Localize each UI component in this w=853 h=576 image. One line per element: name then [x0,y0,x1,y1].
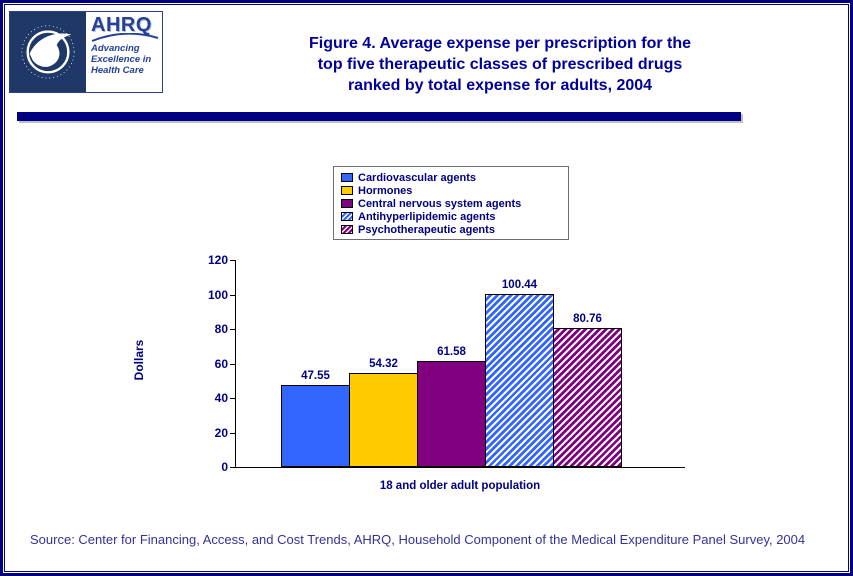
y-axis-title: Dollars [132,339,146,381]
bar-group-central-nervous-system-agents: 61.58 [417,346,486,467]
y-tick-mark [230,432,236,434]
y-tick-label-40: 40 [214,391,228,405]
y-tick-mark [230,260,236,261]
legend-item-psychotherapeutic-agents: Psychotherapeutic agents [341,223,564,236]
legend-label: Antihyperlipidemic agents [358,210,496,223]
legend-swatch-icon [341,225,353,234]
ahrq-tagline: Advancing Excellence in Health Care [91,43,152,76]
bar-group-cardiovascular-agents: 47.55 [281,370,350,467]
legend-swatch-icon [341,173,353,182]
y-tick-label-20: 20 [214,425,228,440]
x-axis-title: 18 and older adult population [379,480,541,492]
y-tick-label-60: 60 [214,356,228,371]
bar-series: 47.55 54.32 61.58 100.44 80.76 [281,279,622,467]
figure-title: Figure 4. Average expense per prescripti… [253,33,747,96]
bar-value-label: 61.58 [437,346,466,358]
chart-legend: Cardiovascular agents Hormones Central ner… [333,166,569,240]
bar-value-label: 80.76 [573,313,602,325]
inner-border [4,4,849,572]
y-tick-label-80: 80 [214,322,228,336]
legend-item-antihyperlipidemic-agents: Antihyperlipidemic agents [341,210,564,223]
y-tick-mark [230,329,236,330]
ahrq-logo: AHRQ Advancing Excellence in Health Care [86,12,162,92]
figure-title-line2: top five therapeutic classes of prescrib… [317,56,683,73]
legend-item-central-nervous-system-agents: Central nervous system agents [341,197,564,210]
legend-swatch-icon [341,186,353,195]
bar-value-label: 47.55 [301,370,330,382]
y-tick-mark [230,363,236,365]
y-tick-label-120: 120 [207,253,228,267]
bar-cardiovascular-agents [281,385,350,467]
bar-group-antihyperlipidemic-agents: 100.44 [485,279,554,467]
bar-central-nervous-system-agents [417,361,486,467]
hhs-eagle-icon [17,17,79,88]
legend-label: Cardiovascular agents [358,171,476,184]
y-tick-mark [230,398,236,399]
bar-hormones [349,373,418,467]
header-divider [17,112,741,121]
legend-label: Hormones [358,184,413,197]
legend-swatch-icon [341,199,353,208]
agency-logo-block: AHRQ Advancing Excellence in Health Care [9,11,163,93]
y-tick-mark [230,294,236,296]
y-tick-label-100: 100 [207,287,228,302]
ahrq-swoosh-icon [91,33,159,42]
ahrq-wordmark: AHRQ [91,14,152,36]
y-tick-mark [230,467,236,468]
figure-title-line3: ranked by total expense for adults, 2004 [347,77,653,94]
bar-group-hormones: 54.32 [349,358,418,467]
hhs-logo [10,12,86,92]
legend-item-cardiovascular-agents: Cardiovascular agents [341,171,564,184]
bar-value-label: 54.32 [369,358,398,370]
y-tick-label-0: 0 [221,460,228,474]
legend-label: Central nervous system agents [358,197,522,210]
legend-item-hormones: Hormones [341,184,564,197]
figure-title-line1: Figure 4. Average expense per prescripti… [308,35,692,52]
legend-swatch-icon [341,212,353,221]
legend-label: Psychotherapeutic agents [358,223,495,236]
chart-plot-area: 47.55 54.32 61.58 100.44 80.76 0 20 40 60 80 100 1… [208,253,685,474]
source-text: Source: Center for Financing, Access, an… [30,532,806,547]
bar-antihyperlipidemic-agents [485,294,554,467]
bar-group-psychotherapeutic-agents: 80.76 [553,313,622,467]
bar-value-label: 100.44 [501,279,538,291]
bar-psychotherapeutic-agents [553,328,622,467]
